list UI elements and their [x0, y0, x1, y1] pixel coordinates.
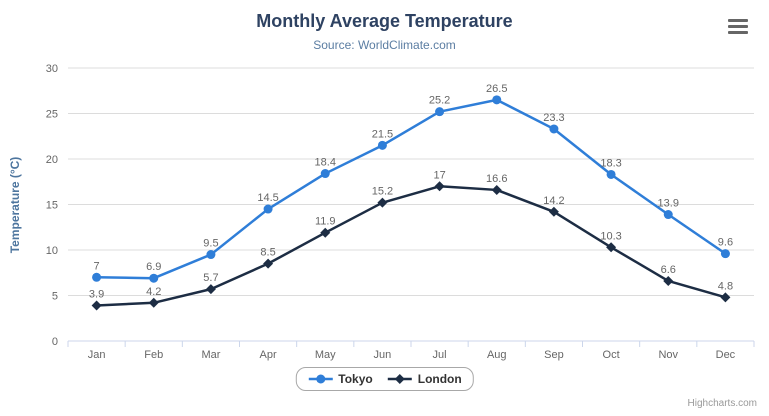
legend-item-london[interactable]: London: [387, 372, 462, 386]
data-label-london: 15.2: [372, 186, 393, 198]
data-label-london: 4.2: [146, 286, 161, 298]
data-point-tokyo[interactable]: [720, 249, 730, 259]
legend-label-tokyo: Tokyo: [338, 372, 373, 386]
data-point-london[interactable]: [548, 206, 559, 217]
data-label-london: 10.3: [600, 230, 621, 242]
y-tick-label: 20: [46, 154, 58, 166]
data-point-london[interactable]: [720, 292, 731, 303]
x-tick-label: Mar: [201, 349, 220, 361]
data-point-london[interactable]: [663, 275, 674, 286]
x-tick-label: Jan: [88, 349, 106, 361]
data-label-london: 4.8: [718, 280, 733, 292]
data-label-tokyo: 9.5: [203, 238, 218, 250]
x-tick-label: Aug: [487, 349, 507, 361]
data-point-london[interactable]: [263, 258, 274, 269]
data-label-tokyo: 21.5: [372, 128, 393, 140]
data-label-tokyo: 6.9: [146, 261, 161, 273]
data-label-tokyo: 23.3: [543, 112, 564, 124]
x-tick-label: Feb: [144, 349, 163, 361]
legend-marker-tokyo-icon: [308, 374, 333, 384]
data-point-london[interactable]: [205, 284, 216, 295]
data-point-tokyo[interactable]: [149, 273, 159, 283]
y-tick-label: 10: [46, 245, 58, 257]
x-tick-label: Nov: [658, 349, 678, 361]
legend: Tokyo London: [295, 367, 474, 391]
x-tick-label: Sep: [544, 349, 564, 361]
data-label-tokyo: 18.3: [600, 157, 621, 169]
y-tick-label: 5: [52, 291, 58, 303]
data-label-london: 11.9: [315, 216, 336, 228]
menu-bar-icon: [728, 19, 748, 22]
data-label-london: 3.9: [89, 289, 104, 301]
menu-bar-icon: [728, 31, 748, 34]
data-label-tokyo: 7: [94, 260, 100, 272]
data-point-tokyo[interactable]: [492, 95, 502, 105]
x-tick-label: Apr: [260, 349, 277, 361]
y-tick-label: 15: [46, 200, 58, 212]
data-point-london[interactable]: [434, 181, 445, 192]
chart-title: Monthly Average Temperature: [256, 11, 513, 31]
data-label-tokyo: 26.5: [486, 83, 507, 95]
data-label-london: 6.6: [661, 264, 676, 276]
data-point-tokyo[interactable]: [435, 107, 445, 117]
x-tick-label: Dec: [716, 349, 736, 361]
data-point-london[interactable]: [377, 197, 388, 208]
data-label-london: 5.7: [203, 272, 218, 284]
data-label-tokyo: 25.2: [429, 95, 450, 107]
data-point-tokyo[interactable]: [549, 124, 559, 134]
data-point-tokyo[interactable]: [92, 272, 102, 282]
data-label-london: 16.6: [486, 173, 507, 185]
menu-bar-icon: [728, 25, 748, 28]
data-label-tokyo: 9.6: [718, 237, 733, 249]
data-point-tokyo[interactable]: [377, 140, 387, 150]
data-label-london: 8.5: [260, 247, 275, 259]
data-label-london: 14.2: [543, 195, 564, 207]
x-tick-label: Jul: [433, 349, 447, 361]
y-tick-label: 30: [46, 63, 58, 75]
data-point-tokyo[interactable]: [606, 169, 616, 179]
data-label-tokyo: 13.9: [658, 198, 679, 210]
data-point-london[interactable]: [148, 297, 159, 308]
data-point-london[interactable]: [491, 184, 502, 195]
x-tick-label: Oct: [603, 349, 620, 361]
data-point-tokyo[interactable]: [320, 169, 330, 179]
data-point-london[interactable]: [91, 300, 102, 311]
data-label-tokyo: 18.4: [315, 157, 336, 169]
data-label-tokyo: 14.5: [257, 192, 278, 204]
x-tick-label: Jun: [374, 349, 392, 361]
data-point-tokyo[interactable]: [663, 210, 673, 220]
series-line-london: [95, 185, 727, 307]
data-point-london[interactable]: [606, 242, 617, 253]
data-point-tokyo[interactable]: [206, 250, 216, 260]
y-tick-label: 0: [52, 336, 58, 348]
legend-item-tokyo[interactable]: Tokyo: [307, 372, 373, 386]
y-tick-label: 25: [46, 109, 58, 121]
data-point-tokyo[interactable]: [263, 204, 273, 214]
legend-marker-london-icon: [387, 374, 412, 384]
context-menu-button[interactable]: [728, 19, 748, 34]
data-point-london[interactable]: [320, 227, 331, 238]
credits-link[interactable]: Highcharts.com: [687, 398, 757, 409]
chart-subtitle: Source: WorldClimate.com: [313, 38, 456, 52]
x-tick-label: May: [315, 349, 336, 361]
legend-label-london: London: [417, 372, 462, 386]
data-label-london: 17: [433, 169, 445, 181]
series-line-tokyo: [95, 98, 727, 280]
